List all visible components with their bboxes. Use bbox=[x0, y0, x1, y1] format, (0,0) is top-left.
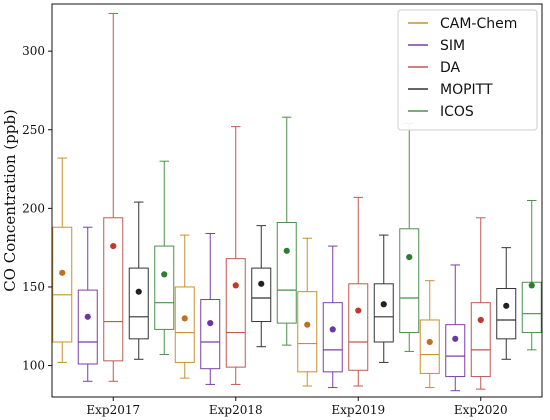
box-icos bbox=[276, 116, 297, 346]
x-tick-label: Exp2020 bbox=[454, 403, 508, 417]
legend-label: SIM bbox=[440, 38, 465, 54]
mean-marker bbox=[426, 338, 433, 346]
mean-marker bbox=[283, 247, 290, 254]
box-icos bbox=[521, 200, 542, 351]
mean-marker bbox=[355, 307, 362, 314]
mean-marker bbox=[528, 282, 535, 289]
y-tick-label: 200 bbox=[22, 201, 45, 215]
box-da bbox=[348, 196, 369, 387]
box-sim bbox=[445, 264, 466, 392]
mean-marker bbox=[503, 302, 510, 309]
mean-marker bbox=[110, 242, 117, 250]
box-body bbox=[251, 267, 272, 323]
box-body bbox=[225, 258, 246, 368]
mean-marker bbox=[452, 335, 459, 342]
box-body bbox=[445, 324, 466, 378]
box-sim bbox=[77, 226, 98, 382]
box-body bbox=[103, 217, 124, 362]
x-tick-label: Exp2017 bbox=[86, 403, 140, 417]
box-body bbox=[174, 286, 195, 363]
legend-frame bbox=[397, 9, 538, 131]
box-body bbox=[154, 245, 175, 330]
box-cam-chem bbox=[419, 280, 440, 389]
box-mopitt bbox=[373, 234, 394, 363]
x-tick-label: Exp2019 bbox=[331, 403, 385, 417]
mean-marker bbox=[406, 253, 413, 261]
mean-marker bbox=[304, 321, 311, 328]
box-sim bbox=[322, 245, 343, 389]
y-tick-label: 100 bbox=[22, 359, 45, 373]
mean-marker bbox=[380, 301, 387, 308]
mean-marker bbox=[232, 282, 239, 289]
mean-marker bbox=[59, 269, 66, 276]
box-body bbox=[297, 291, 318, 373]
y-tick-label: 250 bbox=[22, 123, 45, 137]
box-body bbox=[200, 299, 221, 370]
box-body bbox=[521, 281, 542, 334]
box-body bbox=[52, 226, 73, 343]
mean-marker bbox=[181, 315, 188, 322]
box-cam-chem bbox=[297, 237, 318, 387]
box-cam-chem bbox=[52, 157, 73, 363]
mean-marker bbox=[161, 271, 168, 278]
mean-marker bbox=[258, 280, 265, 287]
box-icos bbox=[154, 160, 175, 356]
box-body bbox=[496, 288, 517, 340]
box-body bbox=[322, 302, 343, 373]
legend-label: DA bbox=[440, 60, 461, 76]
plot-frame bbox=[51, 3, 543, 398]
x-tick-label: Exp2018 bbox=[209, 403, 263, 417]
mean-marker bbox=[135, 288, 142, 295]
y-axis-title: CO Concentration (ppb) bbox=[1, 109, 19, 292]
legend-label: ICOS bbox=[440, 104, 474, 120]
box-body bbox=[373, 283, 394, 343]
y-tick-label: 150 bbox=[22, 280, 45, 294]
mean-marker bbox=[207, 320, 214, 327]
mean-marker bbox=[84, 313, 91, 320]
legend: CAM-Chem SIM DA MOPITT ICOS bbox=[397, 9, 538, 131]
box-body bbox=[470, 302, 491, 378]
box-body bbox=[77, 289, 98, 365]
x-axis: Exp2017 Exp2018 Exp2019 Exp2020 bbox=[86, 397, 508, 417]
box-da bbox=[225, 126, 246, 385]
box-da bbox=[470, 217, 491, 390]
box-mopitt bbox=[128, 201, 149, 360]
box-da bbox=[103, 12, 124, 382]
legend-label: CAM-Chem bbox=[440, 16, 517, 32]
box-mopitt bbox=[251, 225, 272, 348]
y-tick-label: 300 bbox=[22, 44, 45, 58]
box-mopitt bbox=[496, 247, 517, 360]
box-body bbox=[276, 222, 297, 324]
mean-marker bbox=[329, 326, 336, 333]
box-body bbox=[399, 228, 420, 334]
box-body bbox=[128, 267, 149, 340]
box-body bbox=[419, 319, 440, 374]
y-axis: 100 150 200 250 300 bbox=[22, 44, 52, 373]
box-icos bbox=[399, 122, 420, 352]
plot-area bbox=[52, 12, 542, 392]
mean-marker bbox=[477, 316, 484, 324]
legend-label: MOPITT bbox=[440, 82, 493, 98]
box-cam-chem bbox=[174, 234, 195, 379]
box-body bbox=[348, 283, 369, 371]
box-sim bbox=[200, 233, 221, 385]
